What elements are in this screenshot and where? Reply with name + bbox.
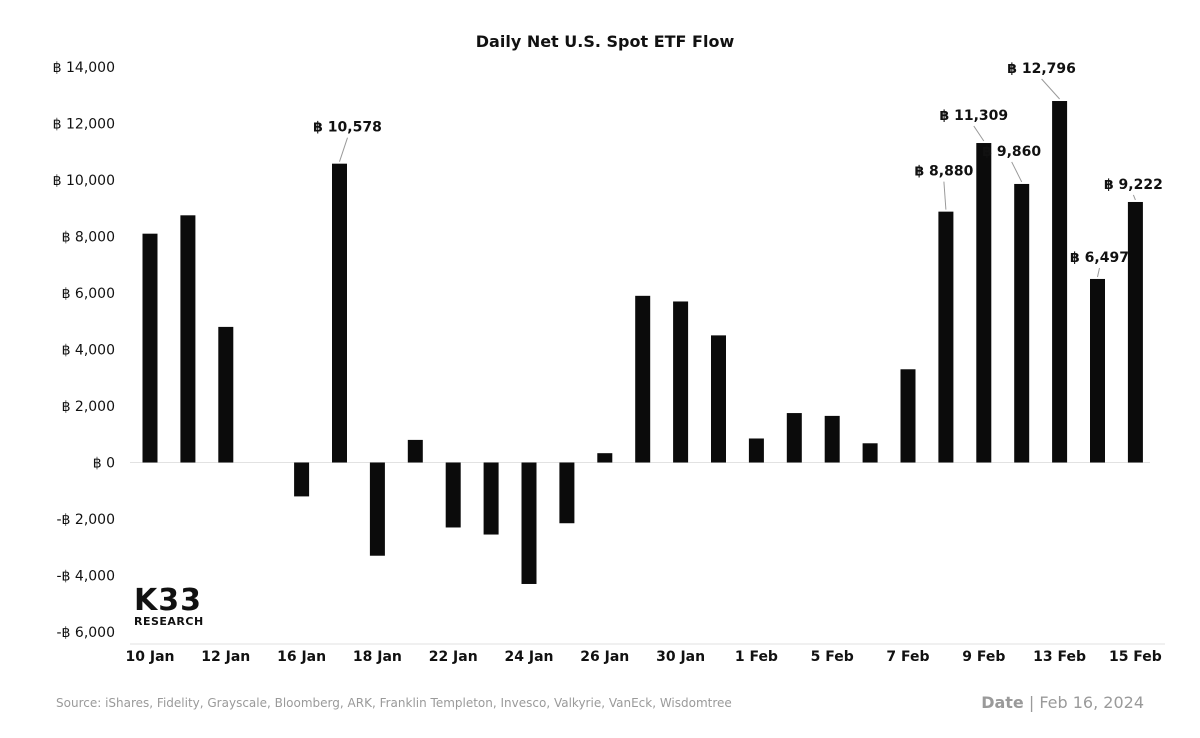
axis-lines — [130, 462, 1165, 645]
y-tick-label: ฿ 10,000 — [53, 173, 115, 189]
bar-25-jan — [559, 462, 575, 524]
date-value: Feb 16, 2024 — [1039, 693, 1144, 712]
bar-10-jan — [142, 233, 158, 463]
y-tick-label: ฿ 8,000 — [62, 230, 115, 246]
x-tick-label: 5 Feb — [811, 649, 854, 665]
y-tick-label: ฿ 0 — [93, 456, 115, 472]
data-label: ฿ 6,497 — [1070, 250, 1129, 266]
bar-23-jan — [483, 462, 499, 535]
k33-research-logo: K33 RESEARCH — [134, 586, 230, 630]
data-labels: ฿ 10,578 ฿ 8,880 ฿ 11,309 ฿ 9,860 ฿ 12,796 ฿ … — [313, 61, 1163, 278]
x-tick-label: 22 Jan — [429, 649, 478, 665]
x-tick-label: 1 Feb — [735, 649, 778, 665]
bar-29-jan — [635, 295, 651, 463]
bar-19-jan — [407, 439, 423, 463]
x-tick-label: 10 Jan — [126, 649, 175, 665]
y-tick-label: -฿ 6,000 — [57, 625, 116, 641]
data-label-leader — [1011, 161, 1023, 183]
x-tick-label: 13 Feb — [1033, 649, 1086, 665]
y-tick-label: -฿ 2,000 — [57, 512, 116, 528]
x-tick-label: 30 Jan — [656, 649, 705, 665]
chart-title: Daily Net U.S. Spot ETF Flow — [476, 32, 735, 51]
date-separator: | — [1023, 693, 1040, 712]
x-tick-label: 15 Feb — [1109, 649, 1162, 665]
y-tick-label: ฿ 2,000 — [62, 399, 115, 415]
data-label-leader — [339, 137, 348, 162]
bar-31-jan — [711, 335, 726, 463]
y-tick-label: -฿ 4,000 — [57, 569, 116, 585]
date-stamp: Date | Feb 16, 2024 — [981, 693, 1144, 712]
x-axis: 10 Jan 12 Jan 16 Jan 18 Jan 22 Jan 24 Jan 26 J… — [126, 649, 1162, 665]
data-label: ฿ 11,309 — [939, 108, 1008, 124]
y-tick-label: ฿ 6,000 — [62, 286, 115, 302]
x-tick-label: 26 Jan — [580, 649, 629, 665]
bar-2-feb — [786, 413, 802, 463]
source-note: Source: iShares, Fidelity, Grayscale, Bl… — [56, 696, 732, 710]
bar-17-jan — [332, 163, 347, 463]
y-axis: ฿ 14,000 ฿ 12,000 ฿ 10,000 ฿ 8,000 ฿ 6,000 ฿ … — [53, 60, 115, 641]
data-label-leader — [1041, 78, 1060, 100]
data-label-leader — [943, 181, 947, 210]
bar-6-feb — [862, 443, 878, 463]
bar-7-feb — [900, 369, 916, 463]
data-label-leader — [1132, 194, 1136, 201]
x-tick-label: 9 Feb — [962, 649, 1005, 665]
bar-22-jan — [445, 462, 461, 528]
data-label: ฿ 12,796 — [1007, 61, 1076, 77]
bar-24-jan — [521, 462, 537, 584]
x-tick-label: 16 Jan — [277, 649, 326, 665]
data-label: ฿ 9,222 — [1104, 177, 1163, 193]
x-tick-label: 24 Jan — [505, 649, 554, 665]
data-label-leader — [1097, 267, 1100, 278]
logo-research-text: RESEARCH — [134, 615, 204, 628]
x-tick-label: 18 Jan — [353, 649, 402, 665]
data-label: ฿ 9,860 — [982, 144, 1041, 160]
bar-16-jan — [294, 462, 310, 497]
bar-11-jan — [180, 215, 196, 463]
bar-13-feb — [1052, 101, 1068, 463]
bar-12-feb — [1014, 183, 1030, 463]
bar-1-feb — [748, 438, 764, 463]
bar-12-jan — [218, 326, 234, 463]
bar-15-feb — [1127, 201, 1143, 463]
bar-8-feb — [938, 211, 954, 463]
y-tick-label: ฿ 12,000 — [53, 117, 115, 133]
bar-30-jan — [673, 301, 689, 463]
x-tick-label: 7 Feb — [886, 649, 929, 665]
data-label: ฿ 8,880 — [914, 164, 973, 180]
logo-k33-text: K33 — [134, 583, 202, 618]
data-label-leader — [973, 125, 985, 142]
bar-9-feb — [976, 143, 992, 463]
bar-26-jan — [597, 453, 613, 463]
bars — [142, 101, 1143, 584]
bar-5-feb — [824, 415, 840, 463]
x-tick-label: 12 Jan — [201, 649, 250, 665]
y-tick-label: ฿ 4,000 — [62, 343, 115, 359]
date-label: Date — [981, 693, 1024, 712]
bar-18-jan — [369, 462, 385, 556]
y-tick-label: ฿ 14,000 — [53, 60, 115, 76]
data-label: ฿ 10,578 — [313, 120, 382, 136]
bar-14-feb — [1090, 278, 1105, 463]
